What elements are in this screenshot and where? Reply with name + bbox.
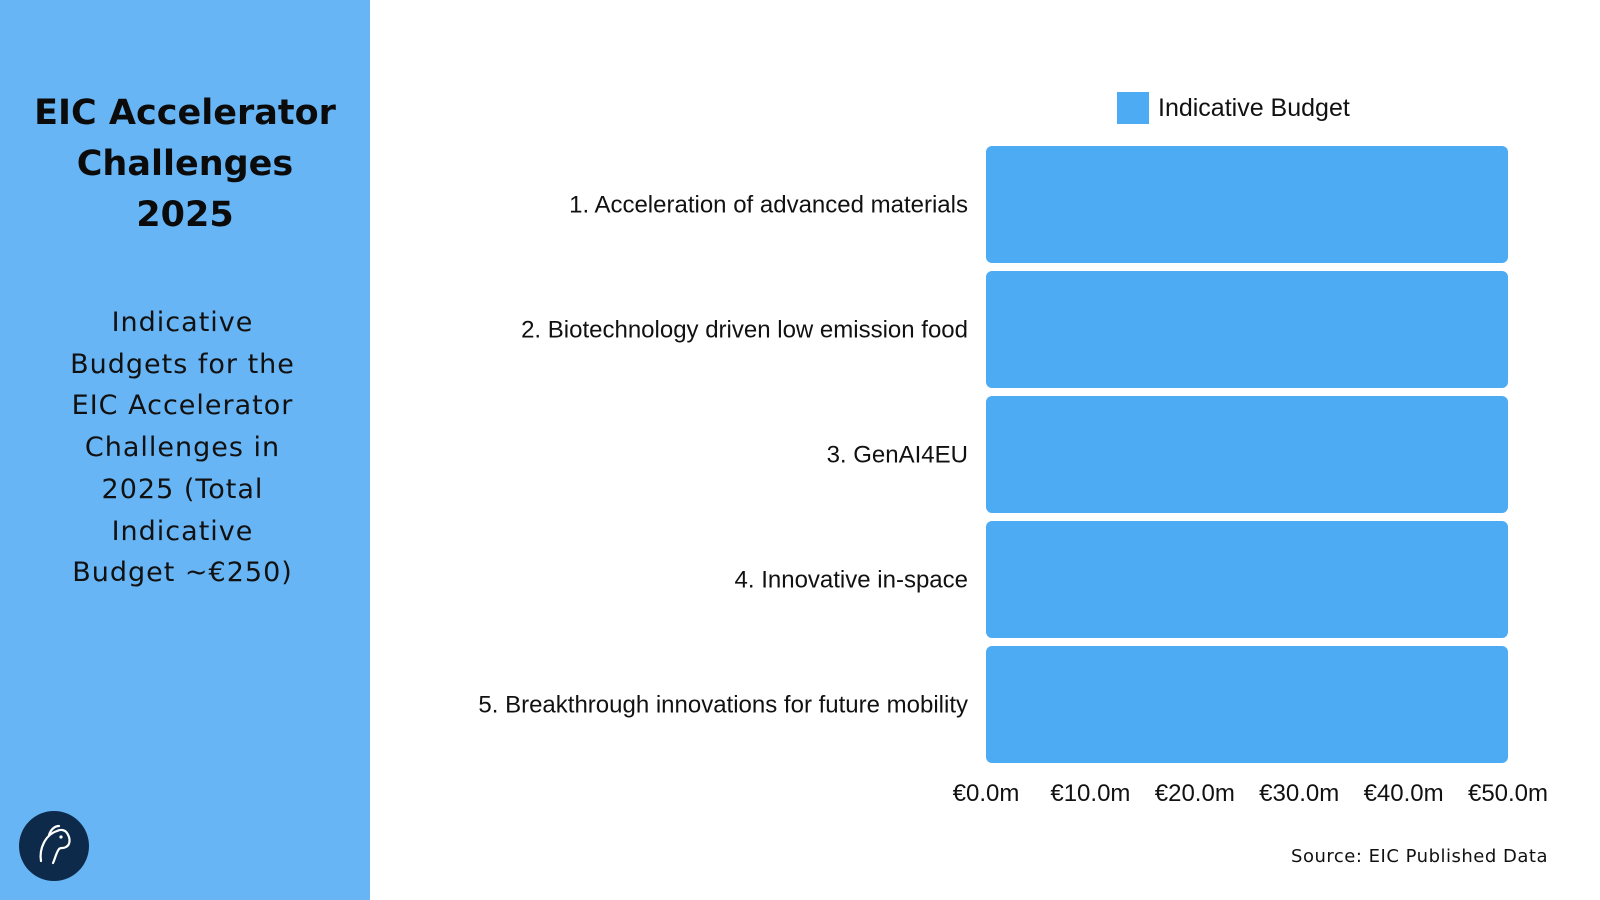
subtitle-line: Budgets for the [70, 348, 295, 380]
chart-legend: Indicative Budget [1117, 92, 1350, 124]
category-label: 5. Breakthrough innovations for future m… [478, 692, 968, 719]
x-tick-label: €0.0m [953, 780, 1020, 807]
subtitle-line: 2025 (Total [101, 473, 264, 505]
x-tick-label: €10.0m [1050, 780, 1130, 807]
legend-swatch [1117, 92, 1149, 124]
bar [986, 646, 1508, 763]
category-label: 2. Biotechnology driven low emission foo… [521, 317, 968, 344]
page-title: EIC Accelerator Challenges 2025 [20, 88, 350, 241]
x-tick-label: €50.0m [1468, 780, 1548, 807]
category-label: 3. GenAI4EU [827, 442, 968, 469]
category-label: 4. Innovative in-space [735, 567, 968, 594]
x-tick-label: €20.0m [1155, 780, 1235, 807]
legend-label: Indicative Budget [1158, 93, 1350, 122]
title-line: 2025 [136, 195, 234, 235]
subtitle-line: Indicative [111, 307, 254, 338]
x-tick-label: €40.0m [1364, 780, 1444, 807]
subtitle-line: Challenges in [84, 432, 281, 464]
source-note: Source: EIC Published Data [1291, 846, 1548, 867]
subtitle-line: EIC Accelerator [71, 390, 294, 422]
bar [986, 271, 1508, 388]
subtitle-line: Indicative [111, 515, 254, 547]
bar [986, 146, 1508, 263]
page-subtitle: Indicative Budgets for the EIC Accelerat… [55, 302, 310, 594]
subtitle-line: Budget ~€250) [72, 557, 293, 589]
title-line: EIC Accelerator [34, 93, 336, 133]
sidebar-panel: EIC Accelerator Challenges 2025 Indicati… [0, 0, 370, 900]
bar [986, 396, 1508, 513]
bar [986, 521, 1508, 638]
horse-head-icon [19, 811, 89, 881]
x-tick-label: €30.0m [1259, 780, 1339, 807]
category-label: 1. Acceleration of advanced materials [569, 192, 968, 219]
title-line: Challenges [76, 144, 294, 184]
